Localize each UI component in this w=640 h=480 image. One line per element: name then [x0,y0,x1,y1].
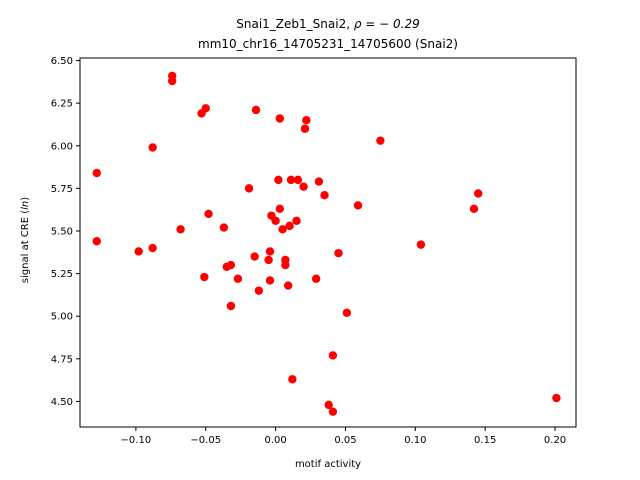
x-axis: −0.10 −0.05 0.00 0.05 0.10 0.15 0.20 [121,427,566,446]
data-point [134,247,143,256]
data-point [226,301,236,311]
data-point [264,255,273,265]
plot-frame [79,57,577,428]
data-point [92,168,101,178]
data-point [233,274,243,283]
data-point [250,252,259,261]
x-tick-label: 0.20 [544,435,566,446]
x-tick-label: 0.15 [474,435,496,446]
data-point [328,407,338,416]
data-point [265,276,275,285]
x-axis-label: motif activity [295,459,361,470]
data-point [283,281,293,290]
y-axis-label-suffix: ) [20,197,31,201]
data-point [286,175,296,185]
x-tick-label: −0.05 [190,435,221,446]
data-point [320,191,329,200]
data-point [176,225,185,234]
data-point [148,143,157,152]
y-axis-label: signal at CRE (ln) [20,197,31,283]
data-point [288,375,297,384]
data-point [292,216,301,225]
y-tick-label: 6.00 [51,141,73,152]
data-point [300,124,310,133]
data-point [281,260,290,270]
y-axis-label-italic: ln [20,201,31,210]
data-point [342,308,352,318]
data-point [473,189,483,198]
x-tick-label: 0.05 [334,435,356,446]
data-point [353,201,363,210]
data-point [274,175,283,185]
y-tick-label: 5.50 [51,226,73,237]
x-tick-label: 0.00 [264,435,286,446]
data-point [328,351,338,360]
y-tick-label: 4.50 [51,397,73,408]
data-point [271,216,280,225]
data-point [197,109,206,118]
data-point [376,136,385,145]
y-tick-label: 5.25 [51,269,73,280]
data-point [299,182,308,191]
y-tick-label: 5.00 [51,312,73,323]
data-point [204,209,213,219]
data-point [469,204,479,214]
y-tick-label: 6.25 [51,99,73,110]
y-tick-label: 6.50 [51,56,73,67]
data-point [293,175,303,185]
data-point [265,247,275,256]
data-point [416,240,426,249]
y-axis: 4.50 4.75 5.00 5.25 5.50 5.75 6.00 6.25 6.50 [51,56,80,408]
data-point [168,76,177,86]
y-axis-label-prefix: signal at CRE ( [20,210,31,283]
data-point [314,177,324,186]
data-point [324,400,333,410]
x-tick-label: 0.10 [404,435,426,446]
data-point [251,105,261,115]
data-point [311,274,321,283]
data-point [334,248,343,258]
data-point [92,237,101,246]
data-point [200,272,209,282]
data-point [302,116,311,125]
data-point [285,221,294,231]
data-point [278,225,287,234]
y-tick-label: 5.75 [51,184,73,195]
data-point [244,184,254,193]
x-tick-label: −0.10 [121,435,152,446]
data-point [222,262,231,271]
plot-area [92,71,561,416]
data-point [275,204,284,214]
chart-title-main: Snai1_Zeb1_Snai2, [236,17,354,31]
data-point [148,243,157,253]
data-point [254,286,264,295]
y-tick-label: 4.75 [51,354,73,365]
data-point [275,114,284,123]
data-point [219,223,229,232]
data-point [552,393,561,403]
chart-title-line2: mm10_chr16_14705231_14705600 (Snai2) [198,37,458,51]
chart-title-line1: Snai1_Zeb1_Snai2, ρ = − 0.29 [236,17,419,31]
chart-title-rho: ρ = − 0.29 [354,17,420,31]
